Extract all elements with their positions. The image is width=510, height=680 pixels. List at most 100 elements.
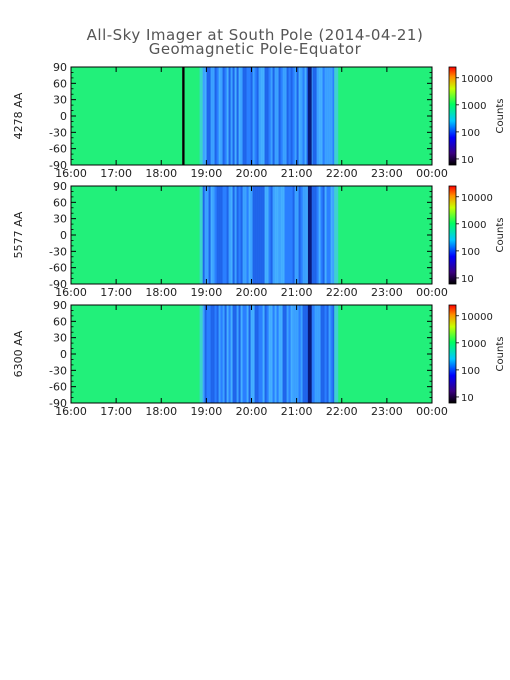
heatmap-dark-streak [182, 67, 185, 165]
x-tick-label: 23:00 [371, 286, 403, 299]
y-tick-label: -60 [49, 262, 67, 275]
heatmap-streak [252, 67, 255, 165]
x-tick-label: 00:00 [416, 405, 448, 418]
heatmap-streak [206, 305, 209, 403]
heatmap-streak [290, 186, 293, 284]
x-tick-label: 00:00 [416, 167, 448, 180]
heatmap-streak [264, 186, 267, 284]
heatmap-streak [272, 67, 275, 165]
heatmap-streak [270, 186, 273, 284]
colorbar [448, 66, 457, 166]
y-tick-label: 60 [53, 77, 67, 90]
heatmap-streak [218, 67, 221, 165]
heatmap-streak [226, 305, 229, 403]
colorbar [448, 304, 457, 404]
heatmap-streak [258, 67, 261, 165]
heatmap-streak [220, 67, 223, 165]
heatmap-streak [234, 67, 237, 165]
colorbar-tick-label: 1000 [461, 339, 486, 350]
heatmap-streak [252, 305, 255, 403]
heatmap-streak [214, 67, 217, 165]
heatmap-streak [278, 67, 281, 165]
y-tick-label: -90 [49, 159, 67, 172]
heatmap-streak [304, 305, 307, 403]
heatmap-streak [284, 305, 287, 403]
heatmap-streak [312, 186, 315, 284]
x-tick-label: 21:00 [281, 405, 313, 418]
heatmap-dark-streak [307, 67, 312, 165]
heatmap-streak [246, 67, 249, 165]
heatmap-streak [324, 305, 327, 403]
heatmap-streak [324, 186, 327, 284]
heatmap-streak [206, 186, 209, 284]
heatmap-streak [260, 67, 263, 165]
y-tick-label: 30 [53, 94, 67, 107]
heatmap-streak [318, 67, 321, 165]
heatmap-streak [218, 186, 221, 284]
heatmap-streak [244, 67, 247, 165]
heatmap-streak [302, 67, 305, 165]
heatmap-streak [210, 67, 213, 165]
heatmap-streak [212, 186, 215, 284]
y-tick-label: -60 [49, 381, 67, 394]
colorbar-label: Counts [495, 337, 506, 372]
heatmap-streak [270, 67, 273, 165]
heatmap-streak [214, 305, 217, 403]
y-tick-label: 60 [53, 315, 67, 328]
y-tick-label: -30 [49, 364, 67, 377]
heatmap-streak [206, 67, 209, 165]
heatmap-streak [290, 67, 293, 165]
heatmap-edge [334, 67, 339, 165]
heatmap-streak [268, 305, 271, 403]
colorbar-tick-label: 10 [461, 393, 474, 404]
y-tick-label: 60 [53, 196, 67, 209]
x-tick-label: 20:00 [236, 286, 268, 299]
x-tick-label: 16:00 [55, 405, 87, 418]
heatmap-streak [274, 305, 277, 403]
heatmap-streak [298, 67, 301, 165]
colorbar-tick-label: 10 [461, 155, 474, 166]
heatmap-streak [262, 67, 265, 165]
heatmap-streak [288, 186, 291, 284]
heatmap-streak [316, 305, 319, 403]
panel-label: 5577 AA [12, 211, 25, 258]
heatmap-streak [294, 67, 297, 165]
heatmap-edge [199, 67, 203, 165]
heatmap-region [71, 186, 203, 284]
heatmap-streak [274, 67, 277, 165]
heatmap-dark-streak [307, 186, 312, 284]
heatmap-streak [228, 67, 231, 165]
heatmap-streak [320, 67, 323, 165]
heatmap-streak [296, 305, 299, 403]
colorbar-label: Counts [495, 99, 506, 134]
heatmap-region [71, 305, 203, 403]
colorbar-tick-label: 1000 [461, 220, 486, 231]
x-tick-label: 23:00 [371, 405, 403, 418]
heatmap-streak [280, 305, 283, 403]
x-tick-label: 21:00 [281, 167, 313, 180]
heatmap-streak [232, 186, 235, 284]
heatmap-edge [334, 186, 339, 284]
heatmap-streak [314, 305, 317, 403]
heatmap-streak [282, 67, 285, 165]
x-tick-label: 19:00 [191, 405, 223, 418]
heatmap-streak [312, 67, 315, 165]
colorbar [448, 185, 457, 285]
heatmap-streak [298, 305, 301, 403]
x-tick-label: 19:00 [191, 167, 223, 180]
x-tick-label: 23:00 [371, 167, 403, 180]
heatmap-streak [224, 186, 227, 284]
heatmap-streak [316, 186, 319, 284]
x-tick-label: 18:00 [145, 286, 177, 299]
heatmap-streak [314, 186, 317, 284]
heatmap-streak [234, 186, 237, 284]
heatmap-streak [244, 305, 247, 403]
heatmap-dark-streak [307, 305, 312, 403]
heatmap-streak [242, 305, 245, 403]
heatmap-streak [224, 67, 227, 165]
heatmap-streak [298, 186, 301, 284]
x-tick-label: 22:00 [326, 167, 358, 180]
heatmap-streak [304, 186, 307, 284]
